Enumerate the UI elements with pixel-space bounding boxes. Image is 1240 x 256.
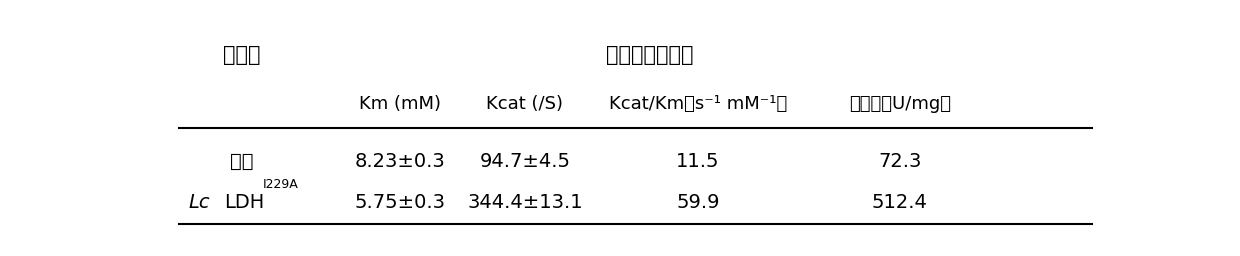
- Text: 11.5: 11.5: [676, 152, 719, 171]
- Text: Km (mM): Km (mM): [360, 95, 441, 113]
- Text: 对照: 对照: [229, 152, 253, 171]
- Text: Kcat/Km（s⁻¹ mM⁻¹）: Kcat/Km（s⁻¹ mM⁻¹）: [609, 95, 787, 113]
- Text: LDH: LDH: [224, 193, 264, 212]
- Text: 8.23±0.3: 8.23±0.3: [355, 152, 445, 171]
- Text: 344.4±13.1: 344.4±13.1: [467, 193, 583, 212]
- Text: 94.7±4.5: 94.7±4.5: [480, 152, 570, 171]
- Text: 突变体: 突变体: [223, 45, 260, 65]
- Text: 512.4: 512.4: [872, 193, 928, 212]
- Text: 59.9: 59.9: [676, 193, 719, 212]
- Text: Kcat (/S): Kcat (/S): [486, 95, 563, 113]
- Text: 比酶活（U/mg）: 比酶活（U/mg）: [848, 95, 951, 113]
- Text: 72.3: 72.3: [878, 152, 921, 171]
- Text: Lc: Lc: [188, 193, 211, 212]
- Text: 反应动力学参数: 反应动力学参数: [606, 45, 693, 65]
- Text: 5.75±0.3: 5.75±0.3: [355, 193, 445, 212]
- Text: I229A: I229A: [263, 178, 299, 191]
